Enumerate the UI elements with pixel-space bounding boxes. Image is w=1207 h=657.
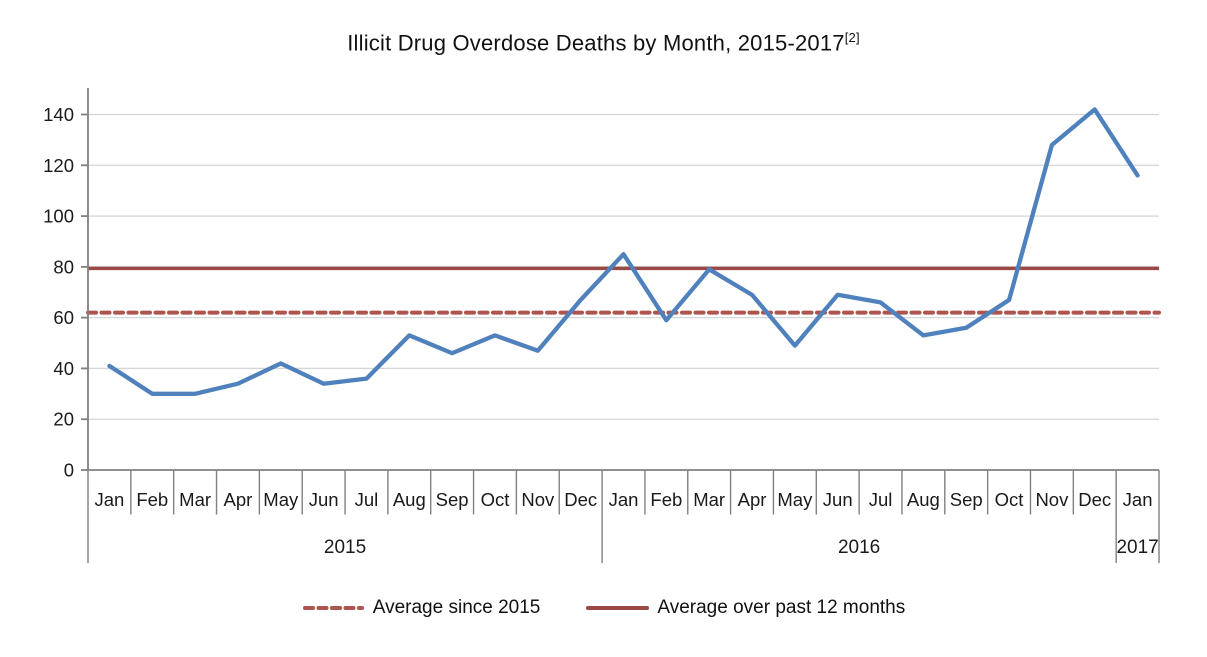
chart-title: Illicit Drug Overdose Deaths by Month, 2…: [0, 30, 1207, 56]
chart-legend: Average since 2015 Average over past 12 …: [0, 597, 1207, 619]
month-label: Jul: [355, 489, 379, 510]
month-label: Sep: [950, 489, 983, 510]
year-label: 2017: [1116, 537, 1158, 558]
month-label: Jan: [609, 489, 639, 510]
month-label: Aug: [907, 489, 940, 510]
y-axis-label: 120: [43, 155, 74, 176]
month-label: Apr: [224, 489, 253, 510]
solid-line-swatch: [586, 606, 650, 610]
month-label: Oct: [995, 489, 1024, 510]
legend-label-average-since-2015: Average since 2015: [372, 597, 541, 618]
month-label: Oct: [481, 489, 510, 510]
y-axis-label: 0: [64, 460, 74, 481]
month-label: Mar: [179, 489, 211, 510]
month-label: Feb: [650, 489, 682, 510]
month-label: May: [777, 489, 813, 510]
deaths-data-line: [107, 107, 1140, 396]
month-label: Dec: [564, 489, 597, 510]
month-label: Nov: [521, 489, 555, 510]
year-label: 2015: [324, 537, 366, 558]
month-label: Nov: [1035, 489, 1069, 510]
chart-title-text: Illicit Drug Overdose Deaths by Month, 2…: [347, 30, 845, 56]
month-label: Mar: [693, 489, 725, 510]
month-label: Jun: [823, 489, 853, 510]
dashed-line-swatch: [302, 606, 364, 610]
y-axis-label: 20: [53, 409, 74, 430]
month-label: Sep: [436, 489, 469, 510]
y-axis-label: 80: [53, 256, 74, 277]
month-label: May: [263, 489, 299, 510]
month-label: Jan: [1123, 489, 1153, 510]
month-label: Aug: [393, 489, 426, 510]
y-axis-label: 100: [43, 206, 74, 227]
legend-item-average-since-2015: Average since 2015: [302, 597, 541, 619]
legend-label-average-past-12-months: Average over past 12 months: [657, 597, 906, 618]
month-label: Jun: [309, 489, 339, 510]
month-label: Jan: [95, 489, 125, 510]
y-axis-label: 40: [53, 358, 74, 379]
y-axis-label: 140: [43, 104, 74, 125]
month-label: Jul: [869, 489, 893, 510]
month-label: Dec: [1078, 489, 1111, 510]
year-label: 2016: [838, 537, 880, 558]
chart-svg: 0 20 40 60 80 100 120 140 Jan Feb Mar Apr May Jun Jul A…: [43, 88, 1161, 563]
chart-title-superscript: [2]: [844, 30, 860, 45]
y-axis-label: 60: [53, 307, 74, 328]
legend-item-average-past-12-months: Average over past 12 months: [586, 597, 905, 619]
month-label: Feb: [136, 489, 168, 510]
month-label: Apr: [738, 489, 767, 510]
